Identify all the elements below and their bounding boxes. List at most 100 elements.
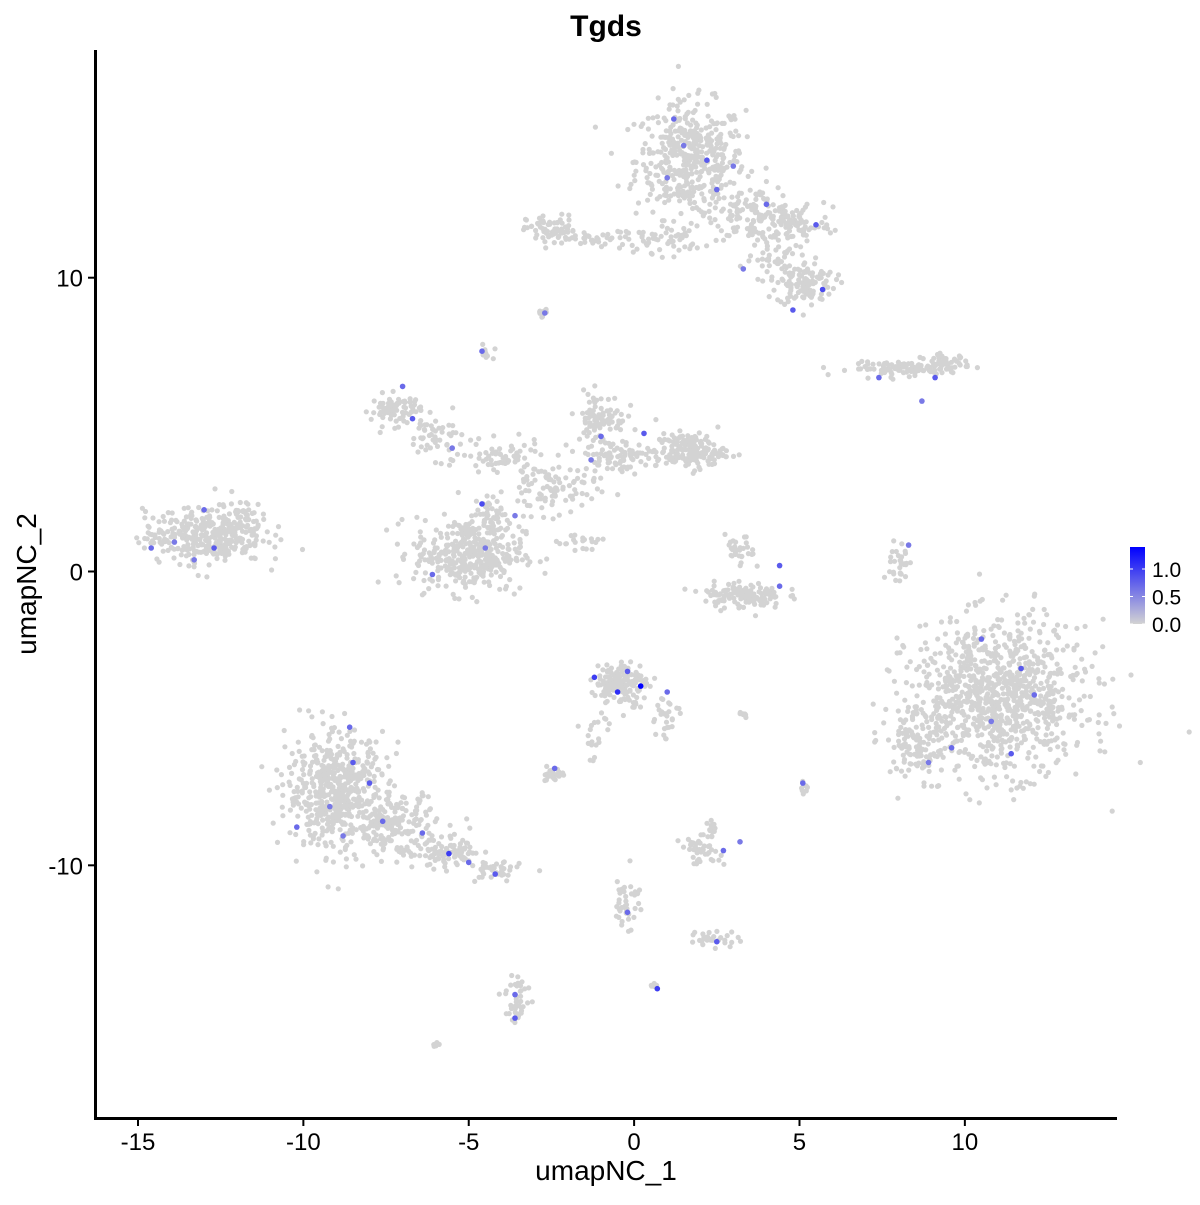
cell-point [668, 227, 675, 233]
cell-point [204, 574, 210, 580]
cell-point [266, 539, 272, 545]
cell-point [1053, 760, 1059, 766]
cell-point [273, 532, 279, 538]
cell-point [1003, 592, 1009, 598]
cell-point [296, 776, 302, 782]
cell-point [415, 842, 421, 849]
cell-point [947, 720, 953, 726]
cell-point [1037, 698, 1043, 704]
cell-point [600, 667, 606, 673]
cell-point [654, 114, 661, 120]
cell-point [175, 545, 181, 552]
cell-point [448, 456, 454, 463]
cell-point [226, 526, 233, 532]
cell-point [730, 133, 736, 140]
cell-point [718, 228, 725, 234]
cell-point [988, 680, 994, 686]
cell-point [806, 291, 812, 297]
cell-point [403, 808, 409, 814]
cell-point [457, 441, 463, 447]
cell-point [885, 737, 892, 743]
cell-point [1038, 693, 1044, 699]
cell-point [423, 809, 429, 815]
cell-point [320, 828, 326, 835]
cell-point [1032, 711, 1038, 717]
cell-point [450, 561, 456, 567]
cell-point [455, 489, 461, 496]
cell-point [600, 410, 606, 416]
cell-point [713, 603, 719, 609]
cell-point [827, 269, 833, 275]
cell-point [496, 519, 502, 525]
cell-point [756, 589, 762, 595]
cell-point [301, 772, 307, 778]
cell-point [901, 757, 908, 763]
cell-point [475, 554, 481, 560]
cell-point [721, 145, 727, 151]
cell-point [682, 244, 688, 250]
cell-point [348, 828, 354, 834]
cell-point [682, 230, 688, 236]
cell-point [964, 667, 970, 673]
cell-point [674, 103, 680, 109]
cell-point [673, 233, 679, 239]
cell-point [714, 451, 720, 457]
cell-point [961, 673, 967, 680]
cell-point [313, 800, 319, 806]
cell-point [514, 864, 520, 870]
cell-point [1072, 712, 1078, 718]
cell-point [889, 362, 895, 368]
cell-point [998, 669, 1004, 675]
cell-point [835, 272, 842, 278]
cell-point [295, 739, 301, 745]
cell-point [704, 136, 710, 142]
cell-point [1082, 666, 1088, 672]
cell-point [397, 815, 403, 821]
cell-point [724, 232, 730, 238]
cell-point [1100, 616, 1106, 622]
cell-point [677, 198, 683, 204]
cell-point [602, 440, 609, 446]
cell-point [1011, 709, 1017, 715]
cell-point [689, 170, 695, 177]
cell-point [1012, 642, 1018, 648]
cell-point [965, 714, 971, 720]
cell-point [606, 450, 612, 456]
cell-point [467, 561, 473, 567]
cell-point [714, 136, 720, 142]
cell-point [554, 220, 561, 226]
cell-point [692, 107, 698, 114]
cell-point [320, 721, 326, 727]
cell-point [616, 245, 623, 251]
cell-point [473, 512, 479, 518]
cell-point [615, 492, 621, 498]
cell-point [685, 181, 691, 187]
cell-point [930, 737, 937, 744]
cell-point [1000, 597, 1006, 603]
cell-point [793, 242, 799, 249]
cell-point [675, 108, 681, 114]
cell-point [489, 446, 495, 452]
cell-point [432, 434, 438, 440]
cell-point [592, 383, 598, 389]
cell-point [722, 587, 728, 594]
cell-point [782, 211, 788, 217]
cell-point [597, 673, 603, 679]
cell-point [977, 666, 983, 672]
cell-point [705, 167, 711, 173]
cell-point [425, 846, 431, 853]
cell-point [822, 214, 828, 220]
cell-point [881, 360, 888, 367]
cell-point [629, 455, 635, 462]
cell-point [772, 208, 778, 214]
cell-point [498, 525, 504, 531]
cell-point [970, 635, 977, 642]
cell-point [989, 753, 995, 759]
cell-point [723, 448, 730, 454]
cell-point [342, 846, 348, 853]
cell-point [1016, 723, 1022, 729]
cell-point [326, 814, 332, 820]
cell-point [1015, 628, 1021, 634]
cell-point [593, 238, 599, 244]
cell-point [1008, 680, 1014, 687]
